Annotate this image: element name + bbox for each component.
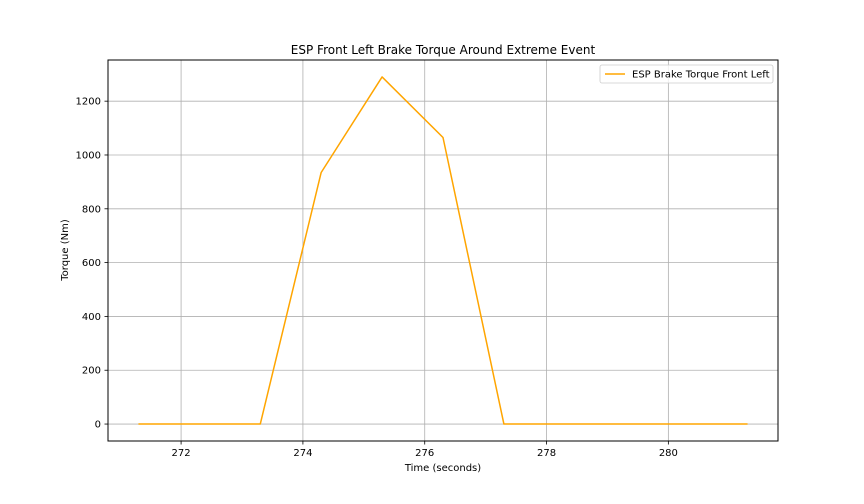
legend: ESP Brake Torque Front Left [599, 64, 774, 84]
series-layer [138, 76, 748, 425]
legend-label: ESP Brake Torque Front Left [632, 70, 770, 81]
x-tick-label: 276 [415, 448, 434, 459]
x-tick-label: 280 [659, 448, 678, 459]
plot-frame [107, 59, 779, 442]
y-axis-label: Torque (Nm) [60, 219, 71, 282]
x-axis-label: Time (seconds) [404, 463, 481, 474]
x-tick-label: 274 [293, 448, 312, 459]
x-axis: 272 274 276 278 280 [172, 441, 678, 459]
y-tick-label: 0 [95, 420, 101, 431]
x-tick-label: 272 [172, 448, 191, 459]
y-tick-label: 400 [82, 312, 101, 323]
y-tick-label: 600 [82, 258, 101, 269]
grid [108, 60, 778, 441]
y-tick-label: 1000 [76, 150, 101, 161]
y-tick-label: 800 [82, 204, 101, 215]
y-axis: 0 200 400 600 800 1000 1200 [76, 97, 108, 431]
chart-title: ESP Front Left Brake Torque Around Extre… [291, 43, 596, 57]
y-tick-label: 1200 [76, 97, 101, 108]
legend-box [599, 64, 774, 84]
y-tick-label: 200 [82, 366, 101, 377]
x-tick-label: 278 [537, 448, 556, 459]
series-line [138, 76, 748, 425]
